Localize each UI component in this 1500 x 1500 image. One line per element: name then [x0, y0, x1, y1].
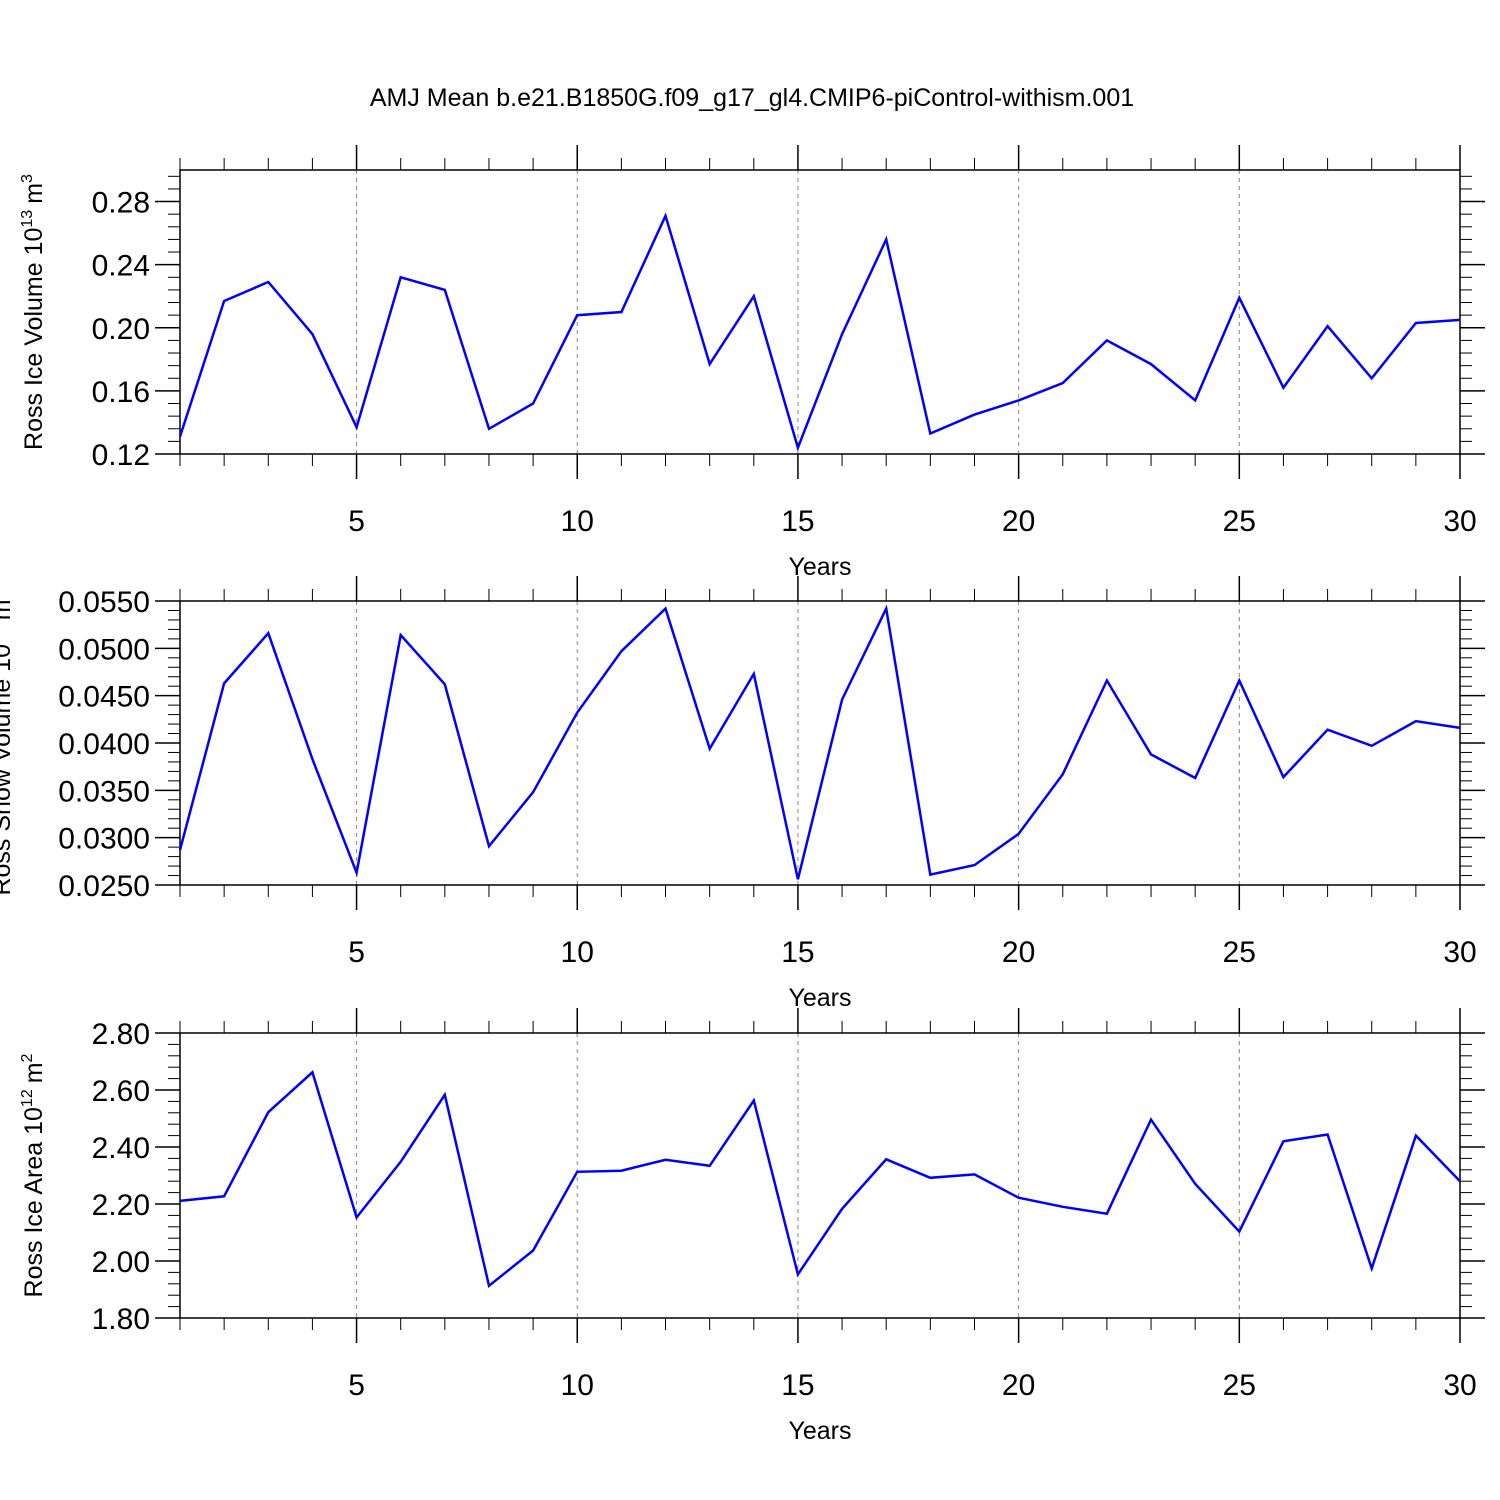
plot-frame [179, 600, 1461, 886]
plot-frame [179, 1032, 1461, 1319]
x-tick-label: 20 [1002, 505, 1035, 538]
y-axis-title-unit-exponent: 2 [19, 1053, 36, 1062]
panel-ice-volume: 0.12 0.16 0.20 0.24 0.28 5 10 15 20 25 30 Years R… [19, 145, 1485, 581]
y-axis-title-exponent: 13 [19, 210, 36, 228]
y-tick-label: 0.12 [92, 439, 150, 472]
x-axis-title: Years [788, 1417, 851, 1445]
y-tick-label: 2.00 [92, 1246, 150, 1279]
x-axis-title: Years [788, 984, 851, 1012]
y-axis-title-text: Ross Ice Volume 10 [20, 228, 48, 450]
major-ticks [155, 145, 1485, 479]
x-tick-label: 25 [1223, 505, 1256, 538]
x-tick-labels: 5 10 15 20 25 30 [348, 1369, 1476, 1402]
y-tick-labels: 0.0250 0.0300 0.0350 0.0400 0.0450 0.0500 0.05… [58, 586, 150, 903]
x-tick-label: 10 [561, 1369, 594, 1402]
y-tick-label: 2.40 [92, 1132, 150, 1165]
y-axis-title-text: Ross Snow Volume 10 [0, 644, 16, 896]
y-tick-label: 0.0400 [58, 728, 150, 761]
x-tick-label: 25 [1223, 936, 1256, 969]
y-tick-label: 0.0500 [58, 633, 150, 666]
x-axis-title: Years [788, 553, 851, 581]
x-tick-label: 15 [781, 1369, 814, 1402]
x-tick-label: 20 [1002, 1369, 1035, 1402]
y-axis-title: Ross Snow Volume 1013 m3 [0, 590, 16, 895]
y-tick-label: 0.0450 [58, 681, 150, 714]
y-tick-label: 1.80 [92, 1303, 150, 1336]
x-tick-label: 30 [1443, 936, 1476, 969]
y-tick-label: 0.0550 [58, 586, 150, 619]
x-tick-label: 5 [348, 1369, 365, 1402]
x-tick-label: 30 [1443, 505, 1476, 538]
x-tick-label: 15 [781, 936, 814, 969]
x-tick-labels: 5 10 15 20 25 30 [348, 936, 1476, 969]
y-axis-title: Ross Ice Area 1012 m2 [19, 1053, 48, 1297]
x-tick-label: 15 [781, 505, 814, 538]
y-axis-title-unit: m [20, 1062, 48, 1083]
y-axis-title-exponent: 12 [19, 1089, 36, 1107]
plot-frame [179, 169, 1461, 455]
y-axis-title-unit-exponent: 3 [19, 174, 36, 183]
chart-title: AMJ Mean b.e21.B1850G.f09_g17_gl4.CMIP6-… [370, 84, 1134, 112]
y-tick-label: 0.16 [92, 376, 150, 409]
x-tick-label: 25 [1223, 1369, 1256, 1402]
y-tick-label: 2.20 [92, 1189, 150, 1222]
y-tick-label: 0.0250 [58, 870, 150, 903]
x-tick-labels: 5 10 15 20 25 30 [348, 505, 1476, 538]
minor-ticks [168, 589, 1472, 897]
y-tick-label: 0.28 [92, 187, 150, 220]
y-tick-label: 2.60 [92, 1075, 150, 1108]
series-line [179, 1070, 1461, 1289]
y-axis-title-unit: m [0, 599, 16, 620]
minor-ticks [168, 158, 1472, 466]
y-tick-label: 0.20 [92, 313, 150, 346]
y-tick-labels: 1.80 2.00 2.20 2.40 2.60 2.80 [92, 1018, 150, 1336]
y-axis-title-unit-exponent: 3 [0, 590, 4, 599]
y-axis-title-unit: m [20, 183, 48, 204]
x-tick-label: 5 [348, 505, 365, 538]
x-tick-label: 20 [1002, 936, 1035, 969]
series-line [178, 604, 1461, 880]
panel-ice-area: 1.80 2.00 2.20 2.40 2.60 2.80 5 10 15 20 25 30 Yea… [19, 1008, 1485, 1445]
y-axis-title-exponent: 13 [0, 626, 4, 644]
x-tick-label: 10 [561, 936, 594, 969]
major-ticks [155, 1008, 1485, 1343]
series-line [178, 212, 1461, 452]
y-axis-title-text: Ross Ice Area 10 [20, 1107, 48, 1297]
x-grid [356, 170, 1240, 454]
y-tick-label: 2.80 [92, 1018, 150, 1051]
y-tick-label: 0.0300 [58, 823, 150, 856]
major-ticks [155, 576, 1485, 910]
y-axis-title: Ross Ice Volume 1013 m3 [19, 174, 48, 450]
y-tick-labels: 0.12 0.16 0.20 0.24 0.28 [92, 187, 150, 472]
panel-snow-volume: 0.0250 0.0300 0.0350 0.0400 0.0450 0.0500 0.05… [0, 576, 1485, 1012]
x-tick-label: 30 [1443, 1369, 1476, 1402]
y-tick-label: 0.0350 [58, 775, 150, 808]
y-tick-label: 0.24 [92, 250, 150, 283]
x-tick-label: 10 [561, 505, 594, 538]
minor-ticks [168, 1021, 1472, 1330]
x-tick-label: 5 [348, 936, 365, 969]
